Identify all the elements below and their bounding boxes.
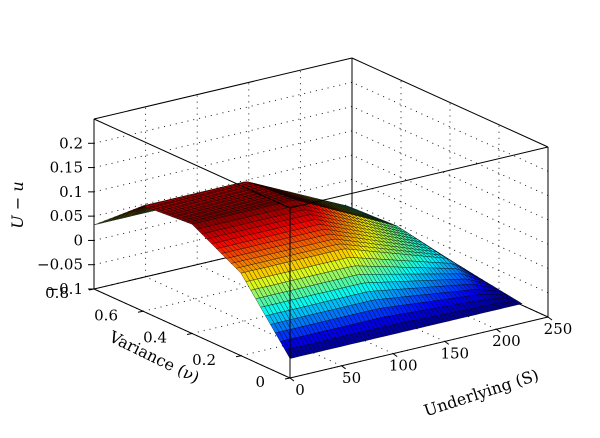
plot-box-front: 0 50 100 150 200 250 0 0.2 0.4 0.6 0.8−0.1 −0.05 0 0.… (37, 118, 573, 399)
grid-line (93, 81, 353, 144)
tick-mark (284, 377, 291, 380)
tick-mark (496, 328, 501, 333)
tick-label: 0.2 (192, 351, 216, 369)
box-edge (93, 57, 353, 120)
grid-line (289, 316, 549, 379)
tick-label: 0.6 (94, 306, 118, 324)
tick-label: 0.15 (50, 159, 83, 177)
tick-label: 0.8 (45, 284, 69, 302)
tick-label: 0.1 (59, 183, 83, 201)
tick-mark (186, 333, 193, 335)
grid-line (351, 130, 549, 221)
tick-label: 0.2 (59, 134, 83, 152)
tick-label: 0 (73, 231, 83, 249)
grid-line (93, 106, 353, 169)
tick-label: 200 (492, 332, 521, 350)
grid-line (93, 227, 353, 290)
surface-mesh (93, 181, 523, 359)
tick-label: −0.05 (37, 256, 83, 274)
tick-label: 0 (255, 373, 265, 391)
tick-mark (137, 310, 144, 313)
z-axis-label: U − u (8, 181, 27, 228)
tick-mark (341, 365, 346, 370)
tick-label: 0.4 (143, 329, 167, 347)
box-edge (289, 146, 549, 209)
tick-label: −0.1 (47, 280, 83, 298)
tick-label: 0.05 (50, 207, 83, 225)
tick-label: 0 (295, 381, 305, 399)
tick-label: 50 (342, 369, 361, 387)
grid-line (93, 130, 353, 193)
grid-line (93, 154, 353, 217)
tick-label: 250 (544, 320, 573, 338)
tick-mark (547, 316, 553, 321)
x-axis-label: Underlying (S) (422, 365, 542, 420)
box-edge (93, 118, 291, 209)
tick-mark (289, 377, 295, 382)
tick-label: 150 (440, 344, 469, 362)
tick-mark (235, 355, 242, 358)
tick-label: 100 (389, 357, 418, 375)
tick-mark (444, 340, 450, 345)
box-edge (351, 57, 549, 148)
tick-mark (392, 353, 398, 358)
